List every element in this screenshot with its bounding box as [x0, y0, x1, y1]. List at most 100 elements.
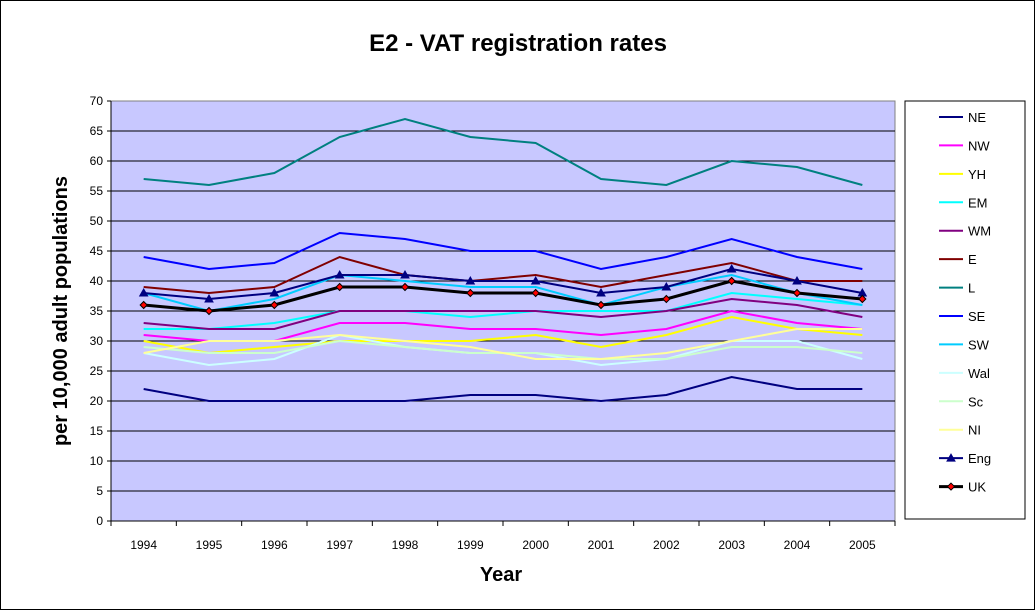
y-axis-title: per 10,000 adult populations	[50, 176, 72, 446]
legend-item-ne: NE	[939, 110, 986, 125]
data-point-uk	[596, 300, 606, 310]
data-point-eng	[204, 293, 214, 303]
y-tick-label: 30	[90, 334, 104, 348]
legend-label-yh: YH	[968, 167, 986, 182]
x-axis-title: Year	[480, 564, 522, 586]
y-tick-label: 5	[96, 484, 103, 498]
y-tick-label: 10	[90, 454, 104, 468]
legend-label-sc: Sc	[968, 394, 984, 409]
legend-label-l: L	[968, 281, 975, 296]
legend-label-uk: UK	[968, 480, 986, 495]
data-point-uk	[204, 306, 214, 316]
data-point-uk	[531, 288, 540, 298]
data-point-uk	[270, 300, 279, 310]
plot-area: 0 5 10 15 20 25 30 35 40 45 50 55 60 65 70 1994 1995 1996…	[90, 94, 896, 552]
legend-item-ni: NI	[939, 423, 981, 438]
legend-label-sw: SW	[968, 337, 990, 352]
x-tick-label: 2005	[849, 538, 876, 552]
legend-item-nw: NW	[939, 138, 990, 153]
legend-label-eng: Eng	[968, 451, 991, 466]
x-tick-label: 2003	[718, 538, 745, 552]
y-tick-label: 65	[90, 124, 104, 138]
series-yh	[143, 315, 863, 355]
data-point-eng	[400, 269, 410, 279]
x-tick-label: 2001	[588, 538, 615, 552]
data-point-uk	[400, 282, 410, 292]
y-tick-label: 40	[90, 274, 104, 288]
legend-item-eng: Eng	[939, 451, 991, 466]
data-point-eng	[792, 275, 802, 285]
y-tick-label: 25	[90, 364, 104, 378]
series-line-ne	[143, 375, 863, 403]
legend-label-ni: NI	[968, 423, 981, 438]
series-l	[143, 117, 863, 187]
x-tick-label: 1999	[457, 538, 484, 552]
series-line-yh	[143, 315, 863, 355]
legend-box	[904, 100, 1026, 520]
data-point-uk	[792, 288, 802, 298]
data-point-uk	[858, 294, 867, 304]
y-tick-label: 70	[90, 94, 104, 108]
x-tick-label: 1995	[196, 538, 223, 552]
legend-item-wm: WM	[939, 224, 991, 239]
series-sw	[143, 273, 863, 313]
y-tick-label: 35	[90, 304, 104, 318]
legend-marker-uk	[946, 482, 956, 491]
series-wm	[143, 297, 863, 330]
series-line-wm	[143, 297, 863, 330]
x-tick-label: 2004	[784, 538, 811, 552]
series-uk	[139, 276, 867, 316]
legend: NE NW YH EM WM EL SE SW Wal Sc NI Eng UK	[904, 100, 1026, 520]
series-em	[143, 291, 863, 330]
legend-label-wal: Wal	[968, 366, 990, 381]
data-point-uk	[335, 282, 344, 292]
legend-item-l: L	[939, 281, 975, 296]
data-point-uk	[139, 300, 148, 310]
legend-marker-eng	[946, 453, 956, 462]
series-line-ni	[143, 328, 863, 360]
data-point-eng	[465, 275, 476, 285]
x-tick-label: 2002	[653, 538, 680, 552]
y-tick-label: 55	[90, 184, 104, 198]
x-tick-label: 2000	[522, 538, 549, 552]
legend-item-em: EM	[939, 195, 988, 210]
data-point-uk	[727, 276, 736, 286]
series-line-se	[143, 231, 863, 271]
legend-label-nw: NW	[968, 138, 990, 153]
x-tick-label: 1994	[130, 538, 157, 552]
legend-item-uk: UK	[939, 480, 986, 495]
series-eng	[138, 263, 868, 303]
series-e	[143, 255, 863, 295]
y-tick-label: 20	[90, 394, 104, 408]
legend-item-sw: SW	[939, 337, 990, 352]
legend-label-wm: WM	[968, 224, 991, 239]
series-line-uk	[143, 279, 863, 313]
x-tick-label: 1996	[261, 538, 288, 552]
legend-item-sc: Sc	[939, 394, 984, 409]
chart-title: E2 - VAT registration rates	[369, 30, 667, 57]
legend-item-se: SE	[939, 309, 986, 324]
legend-label-e: E	[968, 252, 977, 267]
x-tick-label: 1998	[392, 538, 419, 552]
series-se	[143, 231, 863, 271]
data-point-eng	[334, 269, 345, 279]
legend-item-wal: Wal	[939, 366, 990, 381]
series-line-l	[143, 117, 863, 187]
series-ne	[143, 375, 863, 403]
data-point-uk	[662, 294, 671, 304]
legend-label-em: EM	[968, 195, 988, 210]
legend-item-yh: YH	[939, 167, 986, 182]
legend-label-ne: NE	[968, 110, 986, 125]
data-point-eng	[269, 287, 280, 297]
data-point-uk	[466, 288, 475, 298]
legend-label-se: SE	[968, 309, 986, 324]
y-tick-label: 50	[90, 214, 104, 228]
y-tick-label: 60	[90, 154, 104, 168]
y-tick-label: 45	[90, 244, 104, 258]
y-tick-label: 15	[90, 424, 104, 438]
data-point-eng	[138, 287, 149, 297]
series-line-sw	[143, 273, 863, 313]
data-point-eng	[661, 281, 672, 291]
